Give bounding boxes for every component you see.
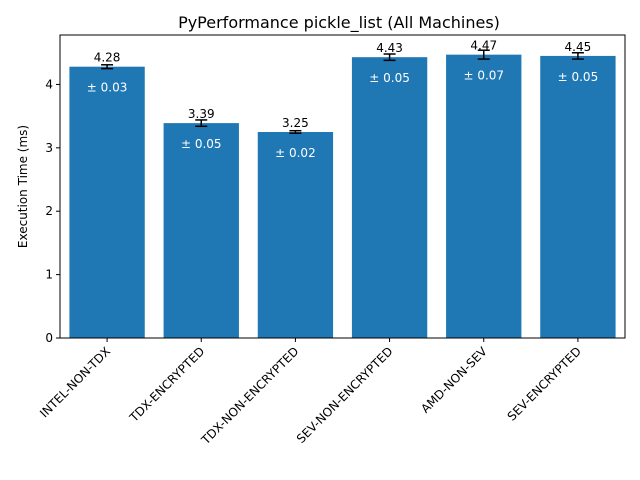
chart-title: PyPerformance pickle_list (All Machines) xyxy=(178,13,500,33)
bar-error-label: ± 0.05 xyxy=(558,70,599,84)
y-axis: 0 1 2 3 4 xyxy=(45,77,60,345)
bar xyxy=(69,66,145,339)
y-tick-label: 2 xyxy=(45,204,53,218)
x-tick-label: INTEL-NON-TDX xyxy=(37,344,113,420)
bar-error-label: ± 0.02 xyxy=(275,146,316,160)
bar-value-label: 3.39 xyxy=(188,107,215,121)
x-tick-label: TDX-ENCRYPTED xyxy=(126,344,207,425)
bar-value-label: 4.28 xyxy=(94,51,121,65)
bar xyxy=(351,57,428,339)
bar-error-label: ± 0.05 xyxy=(181,137,222,151)
x-tick-label: SEV-ENCRYPTED xyxy=(505,344,584,423)
bar xyxy=(257,131,334,338)
x-tick-label: AMD-NON-SEV xyxy=(418,344,490,416)
bar-error-label: ± 0.03 xyxy=(87,81,128,95)
bar xyxy=(540,55,616,339)
error-bars-layer: 4.28 ± 0.03 3.39 ± 0.05 3.25 ± 0.02 4.43 ± 0.05… xyxy=(87,39,598,160)
x-axis: INTEL-NON-TDX TDX-ENCRYPTEDTDX-NON-ENCRYP… xyxy=(37,338,584,448)
bar xyxy=(446,54,522,338)
x-tick-label: TDX-NON-ENCRYPTED xyxy=(198,344,302,448)
y-axis-label: Execution Time (ms) xyxy=(16,125,30,248)
bar-error-label: ± 0.07 xyxy=(463,69,504,83)
bar-value-label: 4.43 xyxy=(376,41,403,55)
y-tick-label: 0 xyxy=(45,331,53,345)
bar-value-label: 4.45 xyxy=(565,40,592,54)
y-tick-label: 4 xyxy=(45,77,53,91)
y-tick-label: 3 xyxy=(45,141,53,155)
y-tick-label: 1 xyxy=(45,268,53,282)
bar-value-label: 4.47 xyxy=(470,39,497,53)
bars-layer xyxy=(69,54,616,339)
bar xyxy=(163,123,239,339)
bar-value-label: 3.25 xyxy=(282,116,309,130)
bar-error-label: ± 0.05 xyxy=(369,71,410,85)
x-tick-label: SEV-NON-ENCRYPTED xyxy=(294,344,396,446)
plot-frame xyxy=(59,34,626,339)
